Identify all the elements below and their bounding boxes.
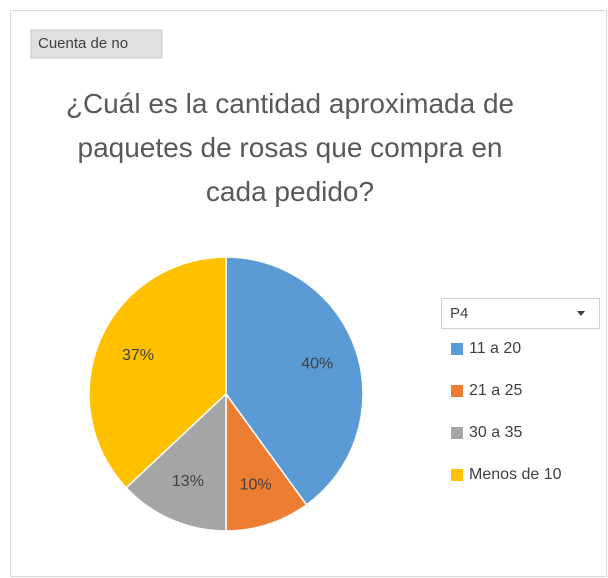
legend-header[interactable]: [441, 298, 600, 329]
field-button[interactable]: [30, 29, 163, 59]
chart-title: ¿Cuál es la cantidad aproximada de paque…: [65, 88, 515, 207]
data-label: 13%: [172, 473, 204, 490]
legend-swatch: [451, 469, 463, 481]
legend-label: Menos de 10: [469, 466, 562, 483]
dropdown-arrow[interactable]: [577, 311, 585, 316]
pie-slice: [225, 391, 308, 532]
legend-swatch: [451, 427, 463, 439]
legend-swatch: [451, 343, 463, 355]
legend-label: 11 a 20: [469, 340, 521, 357]
pie-slice: [88, 256, 227, 489]
legend-title: P4: [450, 305, 468, 322]
field-button-label: Cuenta de no: [38, 35, 128, 52]
legend-swatch: [451, 385, 463, 397]
pie-slice: [125, 392, 227, 532]
data-label: 40%: [301, 356, 333, 373]
data-label: 10%: [240, 476, 272, 493]
data-label: 37%: [122, 347, 154, 364]
legend-label: 30 a 35: [469, 424, 522, 441]
legend-label: 21 a 25: [469, 382, 522, 399]
pie-slice: [225, 256, 364, 506]
